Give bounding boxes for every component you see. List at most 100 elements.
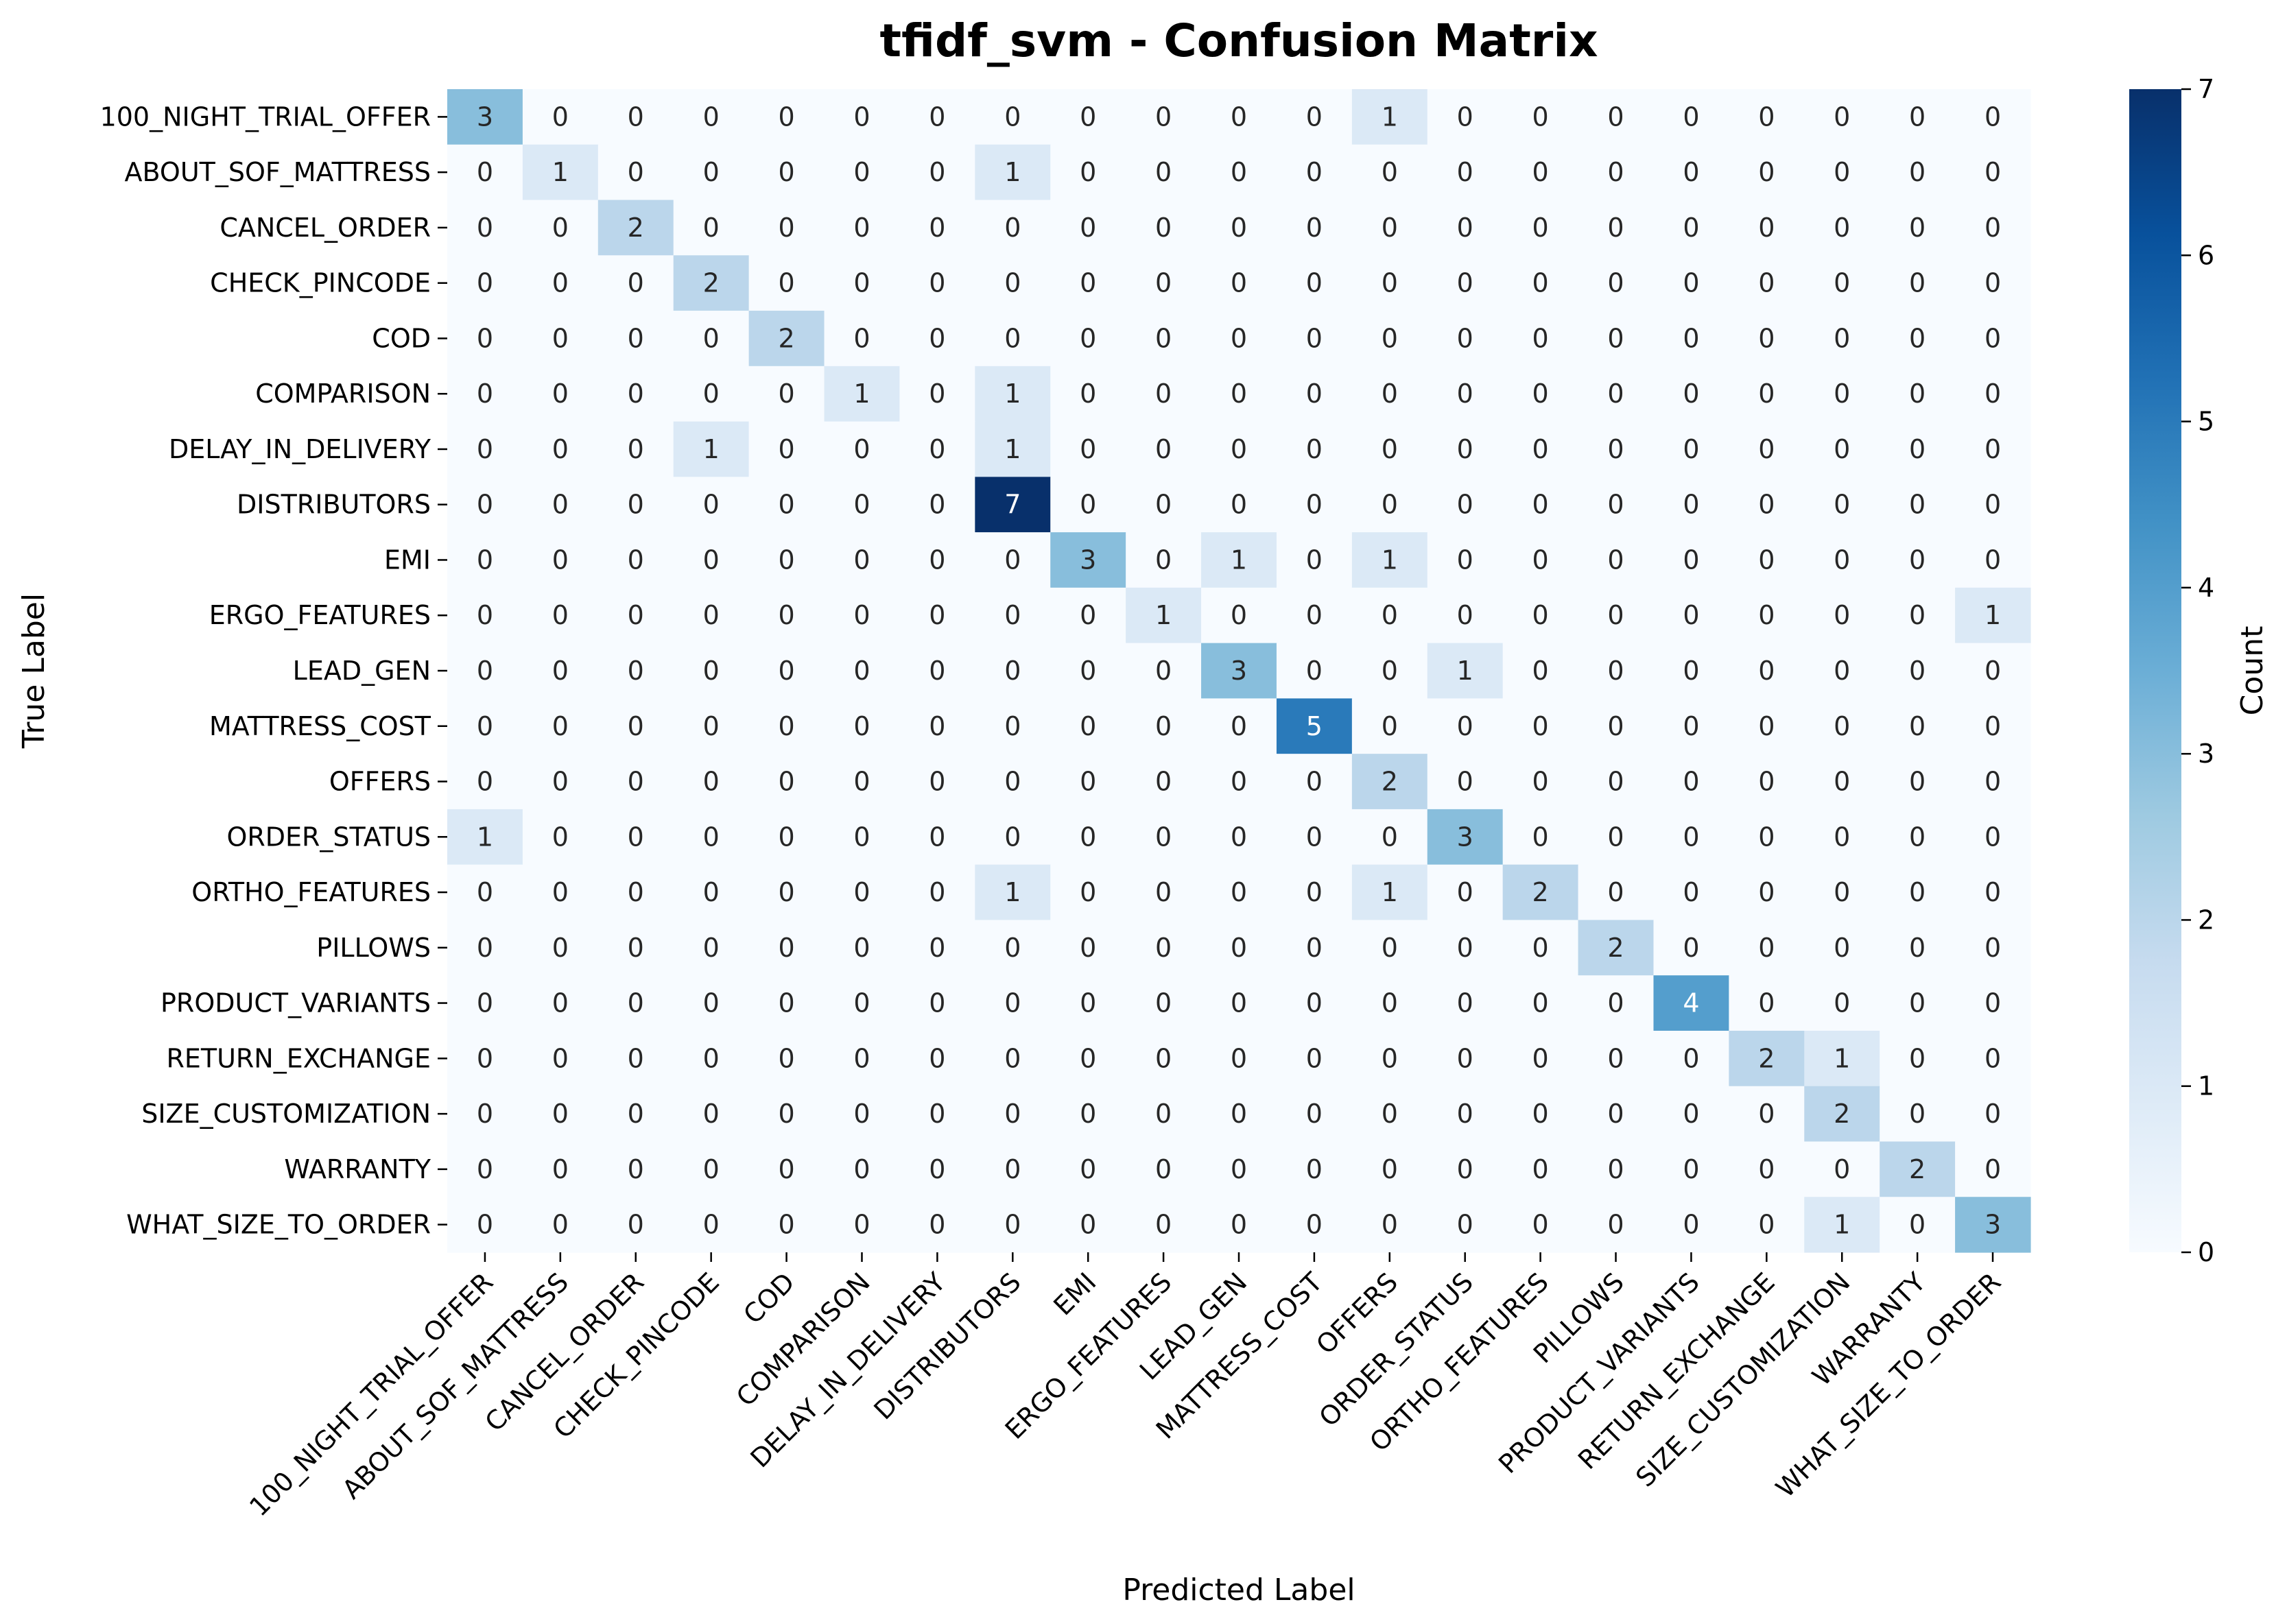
- cell-value-label: 2: [1834, 1099, 1850, 1129]
- cell-value-label: 0: [1457, 157, 1473, 187]
- heatmap-cell: [1880, 975, 1956, 1031]
- cell-value-label: 0: [1607, 1099, 1624, 1129]
- heatmap-cell: [1201, 1030, 1277, 1087]
- cell-value-label: 0: [1306, 1154, 1323, 1184]
- heatmap-cell: [1050, 1141, 1126, 1197]
- cell-value-label: 0: [628, 545, 644, 575]
- heatmap-cell: [673, 1086, 750, 1143]
- cell-value-label: 0: [1155, 157, 1172, 187]
- cell-value-label: 0: [1909, 1099, 1925, 1129]
- heatmap-cell: [1955, 975, 2031, 1031]
- y-tick-label: COD: [372, 323, 431, 353]
- heatmap-cell: [1276, 698, 1353, 754]
- cell-value-label: 0: [1909, 323, 1925, 353]
- heatmap-cell: [1201, 421, 1277, 477]
- cell-value-label: 0: [1607, 600, 1624, 630]
- cell-value-label: 0: [1155, 933, 1172, 963]
- heatmap-cell: [899, 809, 975, 865]
- colorbar-tick-label: 2: [2198, 905, 2214, 935]
- heatmap-cell: [1578, 920, 1655, 976]
- cell-value-label: 1: [1004, 434, 1021, 464]
- cell-value-label: 0: [703, 877, 720, 907]
- cell-value-label: 0: [628, 268, 644, 298]
- heatmap-cell: [824, 864, 901, 921]
- heatmap-cell: [447, 587, 523, 644]
- cell-value-label: 0: [1758, 877, 1775, 907]
- y-tick-label: WARRANTY: [284, 1154, 431, 1184]
- heatmap-cell: [1126, 1197, 1202, 1253]
- heatmap-cell: [899, 754, 975, 810]
- heatmap-cell: [1955, 587, 2031, 644]
- heatmap-cell: [447, 311, 523, 367]
- cell-value-label: 0: [477, 490, 493, 520]
- cell-value-label: 0: [1004, 1043, 1021, 1073]
- heatmap-cell: [522, 754, 599, 810]
- heatmap-cell: [1955, 144, 2031, 201]
- heatmap-cell: [597, 1141, 674, 1197]
- cell-value-label: 0: [552, 933, 569, 963]
- cell-value-label: 0: [1834, 988, 1850, 1018]
- cell-value-label: 0: [1532, 711, 1549, 741]
- heatmap-cell: [1804, 311, 1880, 367]
- heatmap-cell: [975, 1030, 1051, 1087]
- heatmap-cell: [1578, 809, 1655, 865]
- heatmap-cell: [748, 477, 825, 533]
- cell-value-label: 0: [778, 268, 794, 298]
- cell-value-label: 1: [1382, 545, 1398, 575]
- cell-value-label: 0: [1834, 877, 1850, 907]
- heatmap-cell: [1729, 366, 1805, 422]
- heatmap-cell: [1729, 1197, 1805, 1253]
- cell-value-label: 0: [1909, 545, 1925, 575]
- heatmap-cell: [673, 311, 750, 367]
- heatmap-cell: [1880, 144, 1956, 201]
- cell-value-label: 1: [477, 822, 493, 852]
- cell-value-label: 0: [1532, 1043, 1549, 1073]
- heatmap-cell: [1880, 311, 1956, 367]
- heatmap-cell: [1276, 920, 1353, 976]
- heatmap-cell: [522, 643, 599, 699]
- cell-annotations: 3 0 0 0 0 0 0 0 0 0 0 0 1 0 0 0 0 0 0 0 0 0 1 0 0 0 0 0 1 0 0 0 0 0 0 0 0 0 0 0…: [477, 102, 2001, 1239]
- cell-value-label: 0: [1683, 490, 1699, 520]
- cell-value-label: 0: [1607, 434, 1624, 464]
- cell-value-label: 0: [1758, 600, 1775, 630]
- cell-value-label: 0: [1457, 379, 1473, 409]
- heatmap-cell: [1804, 698, 1880, 754]
- heatmap-cell: [673, 698, 750, 754]
- cell-value-label: 0: [1909, 877, 1925, 907]
- heatmap-cell: [1427, 1030, 1504, 1087]
- cell-value-label: 0: [1080, 600, 1096, 630]
- heatmap-cell: [1502, 200, 1579, 256]
- heatmap-cell: [1578, 864, 1655, 921]
- cell-value-label: 0: [1155, 767, 1172, 797]
- cell-value-label: 0: [552, 545, 569, 575]
- heatmap-cell: [975, 1141, 1051, 1197]
- heatmap-cell: [597, 144, 674, 201]
- cell-value-label: 0: [1758, 1099, 1775, 1129]
- cell-value-label: 0: [1306, 213, 1323, 243]
- cell-value-label: 0: [1231, 767, 1247, 797]
- heatmap-cell: [1126, 809, 1202, 865]
- heatmap-cell: [1578, 1141, 1655, 1197]
- cell-value-label: 0: [628, 877, 644, 907]
- x-tick-label: COD: [737, 1267, 801, 1330]
- heatmap-cell: [1578, 643, 1655, 699]
- heatmap-cell: [975, 975, 1051, 1031]
- heatmap-cell: [1126, 421, 1202, 477]
- heatmap-cell: [1201, 864, 1277, 921]
- heatmap-cell: [1502, 1141, 1579, 1197]
- cell-value-label: 0: [1080, 434, 1096, 464]
- cell-value-label: 0: [1909, 822, 1925, 852]
- heatmap-cell: [975, 1197, 1051, 1253]
- cell-value-label: 0: [1004, 822, 1021, 852]
- heatmap-cell: [522, 1086, 599, 1143]
- heatmap-cell: [1880, 920, 1956, 976]
- cell-value-label: 0: [1758, 711, 1775, 741]
- heatmap-cell: [1653, 477, 1729, 533]
- cell-value-label: 0: [1984, 656, 2001, 686]
- cell-value-label: 0: [1306, 822, 1323, 852]
- cell-value-label: 0: [1984, 157, 2001, 187]
- cell-value-label: 0: [1834, 656, 1850, 686]
- heatmap-cell: [1126, 975, 1202, 1031]
- heatmap-cell: [522, 477, 599, 533]
- cell-value-label: 0: [1155, 545, 1172, 575]
